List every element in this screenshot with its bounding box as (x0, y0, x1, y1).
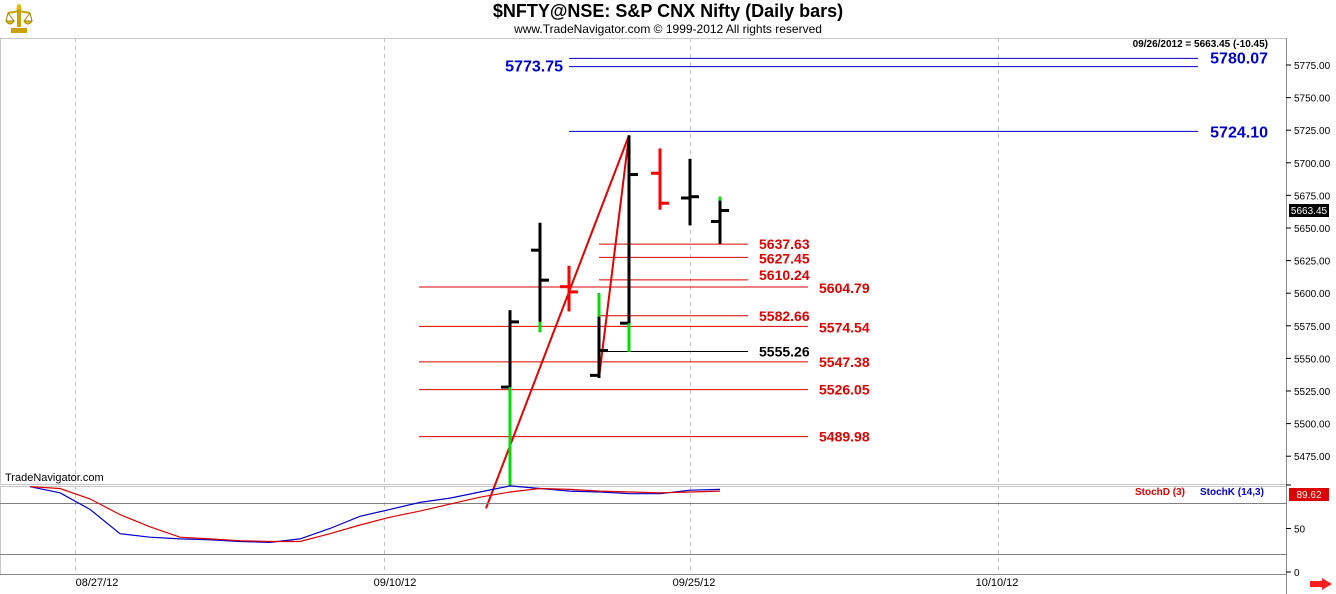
trendline (598, 135, 630, 379)
x-tick-label: 09/25/12 (673, 577, 716, 589)
y-tick-label: 5500.00 (1294, 420, 1331, 431)
ohlc-bar (651, 148, 669, 210)
level-label: 5555.26 (759, 344, 810, 360)
y-tick-label: 5600.00 (1294, 289, 1331, 300)
watermark: TradeNavigator.com (5, 472, 104, 484)
ohlc-bars (501, 135, 729, 487)
level-label: 5610.24 (759, 267, 810, 283)
trade-navigator-logo-icon (4, 3, 34, 35)
y-tick-label: 5575.00 (1294, 322, 1331, 333)
y-tick-label: 5700.00 (1294, 159, 1331, 170)
stoch-series-line (29, 485, 721, 544)
y-tick-label: 5550.00 (1294, 354, 1331, 365)
x-axis: 08/27/12 09/10/12 09/25/12 10/10/12 (76, 577, 1019, 589)
x-tick-label: 09/10/12 (374, 577, 417, 589)
level-label: 5489.98 (819, 429, 870, 445)
y-tick-label: 5650.00 (1294, 224, 1331, 235)
y-tick-label: 5725.00 (1294, 126, 1331, 137)
level-label: 5574.54 (819, 319, 870, 335)
y-tick-label: 5775.00 (1294, 61, 1331, 72)
y-tick-label: 5525.00 (1294, 387, 1331, 398)
last-price-tag: 5663.45 (1289, 204, 1329, 217)
level-label: 5627.45 (759, 250, 810, 266)
stoch-series-line (29, 486, 721, 543)
stoch-lines (29, 485, 721, 544)
price-levels: 5780.07 5773.75 5724.10 5637.635627.455610.… (419, 50, 1268, 445)
level-label: 5547.38 (819, 354, 870, 370)
x-tick-label: 08/27/12 (76, 577, 119, 589)
stoch-d-legend: StochD (3) (1135, 487, 1185, 498)
ohlc-bar (531, 222, 549, 322)
ohlc-bar (681, 158, 699, 226)
ohlc-bar (711, 196, 729, 244)
stoch-value-tag (1289, 488, 1329, 501)
stoch-k-legend: StochK (14,3) (1200, 487, 1264, 498)
stochastic-panel: 50 0 StochD (3) StochK (14,3) 89.62 (0, 484, 1329, 579)
price-y-axis: 5775.00 5750.00 5725.00 5700.00 5675.00 5650.… (1286, 61, 1331, 463)
stoch-tick-label: 50 (1294, 525, 1306, 536)
copyright-notice: www.TradeNavigator.com © 1999-2012 All r… (514, 22, 822, 36)
level-label: 5637.63 (759, 236, 810, 252)
stoch-tick-label: 0 (1294, 568, 1300, 579)
y-tick-label: 5625.00 (1294, 257, 1331, 268)
vertical-grid (75, 38, 999, 574)
panel-frames (0, 38, 1287, 594)
stoch-y-axis: 50 0 (1286, 484, 1306, 579)
stoch-value-tag-text: 89.62 (1296, 490, 1321, 501)
chart-title: $NFTY@NSE: S&P CNX Nifty (Daily bars) (492, 1, 844, 21)
ohlc-bar (560, 265, 578, 312)
y-tick-label: 5675.00 (1294, 191, 1331, 202)
level-label: 5582.66 (759, 308, 810, 324)
level-label: 5526.05 (819, 382, 870, 398)
scroll-right-arrow-icon[interactable] (1310, 578, 1332, 590)
level-label: 5773.75 (505, 59, 563, 76)
level-label: 5604.79 (819, 280, 870, 296)
chart-header: $NFTY@NSE: S&P CNX Nifty (Daily bars) ww… (0, 0, 1336, 38)
last-price-tag-text: 5663.45 (1291, 206, 1328, 217)
level-label: 5724.10 (1210, 124, 1268, 141)
last-quote-readout: 09/26/2012 = 5663.45 (-10.45) (1133, 39, 1268, 50)
x-tick-label: 10/10/12 (976, 577, 1019, 589)
y-tick-label: 5475.00 (1294, 452, 1331, 463)
y-tick-label: 5750.00 (1294, 94, 1331, 105)
level-label: 5780.07 (1210, 50, 1268, 67)
